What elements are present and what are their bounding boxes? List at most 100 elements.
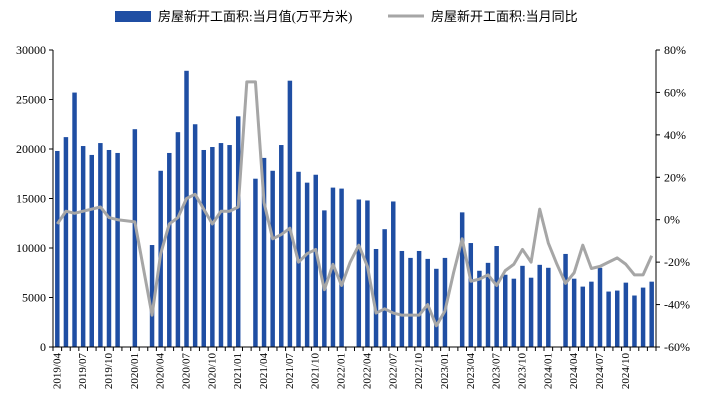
bar [89,154,94,347]
x-tick-label: 2022/10 [413,353,425,390]
bar [279,145,284,347]
x-tick-label: 2020/10 [206,353,218,390]
bar [80,146,86,347]
x-tick-label: 2022/04 [361,353,373,390]
left-tick-label: 5000 [22,291,46,305]
left-tick-label: 0 [40,340,46,354]
bar [373,248,379,347]
bars [55,70,654,347]
x-tick-label: 2019/04 [51,353,63,390]
legend-line-label: 房屋新开工面积:当月同比 [431,9,578,24]
x-tick-label: 2023/04 [465,353,477,390]
bar [287,80,293,347]
legend-bar-label: 房屋新开工面积:当月值(万平方米) [158,9,352,24]
x-tick-label: 2020/04 [155,353,167,390]
x-tick-label: 2023/07 [491,353,503,390]
bar [399,250,405,347]
x-tick-label: 2019/07 [77,353,89,390]
left-tick-label: 15000 [16,192,46,206]
bar [313,174,318,347]
right-tick-label: -40% [664,298,690,312]
bar [416,250,422,347]
bar [382,229,387,347]
right-tick-label: 20% [664,170,686,184]
right-tick-label: -60% [664,340,690,354]
x-tick-label: 2021/10 [310,353,322,390]
x-tick-label: 2019/10 [103,353,115,390]
legend: 房屋新开工面积:当月值(万平方米) 房屋新开工面积:当月同比 [115,9,578,24]
bar [106,149,112,347]
x-tick-label: 2021/04 [258,353,270,390]
bar [132,129,138,347]
bar [55,150,60,347]
x-tick-label: 2021/07 [284,353,296,390]
bar [63,137,69,347]
bar [408,257,413,347]
bar [537,264,542,347]
right-tick-label: 0% [664,213,680,227]
x-tick-label: 2024/10 [620,353,632,390]
bar [606,291,611,347]
x-tick-label: 2023/10 [516,353,528,390]
bar [546,267,551,347]
yoy-series-line [56,80,654,328]
bar [253,178,258,347]
x-tick-label: 2023/01 [439,353,451,389]
bar [322,210,327,347]
right-tick-label: 80% [664,43,686,57]
x-tick-label: 2020/07 [181,353,193,390]
bar [192,124,198,347]
bar [589,281,594,347]
bar [356,199,362,347]
left-axis-ticks: 0 5000 10000 15000 20000 25000 30000 [16,43,53,354]
x-tick-label: 2024/04 [568,353,580,390]
bar [98,143,103,347]
bar [261,157,267,347]
bar [227,145,232,347]
bar [477,270,482,347]
bar [425,258,430,347]
bar [115,152,120,347]
x-tick-label: 2024/01 [542,353,554,389]
bar [210,147,215,347]
right-tick-label: 60% [664,85,686,99]
x-tick-label: 2020/01 [129,353,141,389]
bar [339,188,344,347]
line-layer [56,80,654,328]
left-tick-label: 30000 [16,43,46,57]
bar [640,287,646,347]
bar [615,290,620,347]
x-tick-label: 2021/01 [232,353,244,389]
right-axis-ticks: -60% -40% -20% 0% 20% 40% 60% 80% [656,43,690,354]
bar [270,170,275,347]
bar [391,201,396,347]
bar [304,182,310,347]
bar [218,143,224,347]
left-tick-label: 10000 [16,241,46,255]
bar [184,70,189,347]
bar [175,132,181,347]
bar [201,149,206,347]
right-tick-label: -20% [664,255,690,269]
right-tick-label: 40% [664,128,686,142]
bar [167,152,172,347]
bar [597,267,603,347]
bar [563,253,568,347]
bar [468,243,474,347]
bar [434,268,439,347]
bar [623,282,629,347]
bar [528,277,534,347]
bar [503,274,508,347]
bar [580,286,586,347]
bar [149,245,155,347]
bar [235,116,241,347]
bar [649,281,654,347]
x-axis-ticks: 2019/04 2019/07 2019/10 2020/01 2020/04 2020/… [51,347,657,390]
x-tick-label: 2022/07 [387,353,399,390]
bar [571,278,577,347]
bar [485,262,491,347]
bar [511,278,517,347]
x-tick-label: 2022/01 [336,353,348,389]
